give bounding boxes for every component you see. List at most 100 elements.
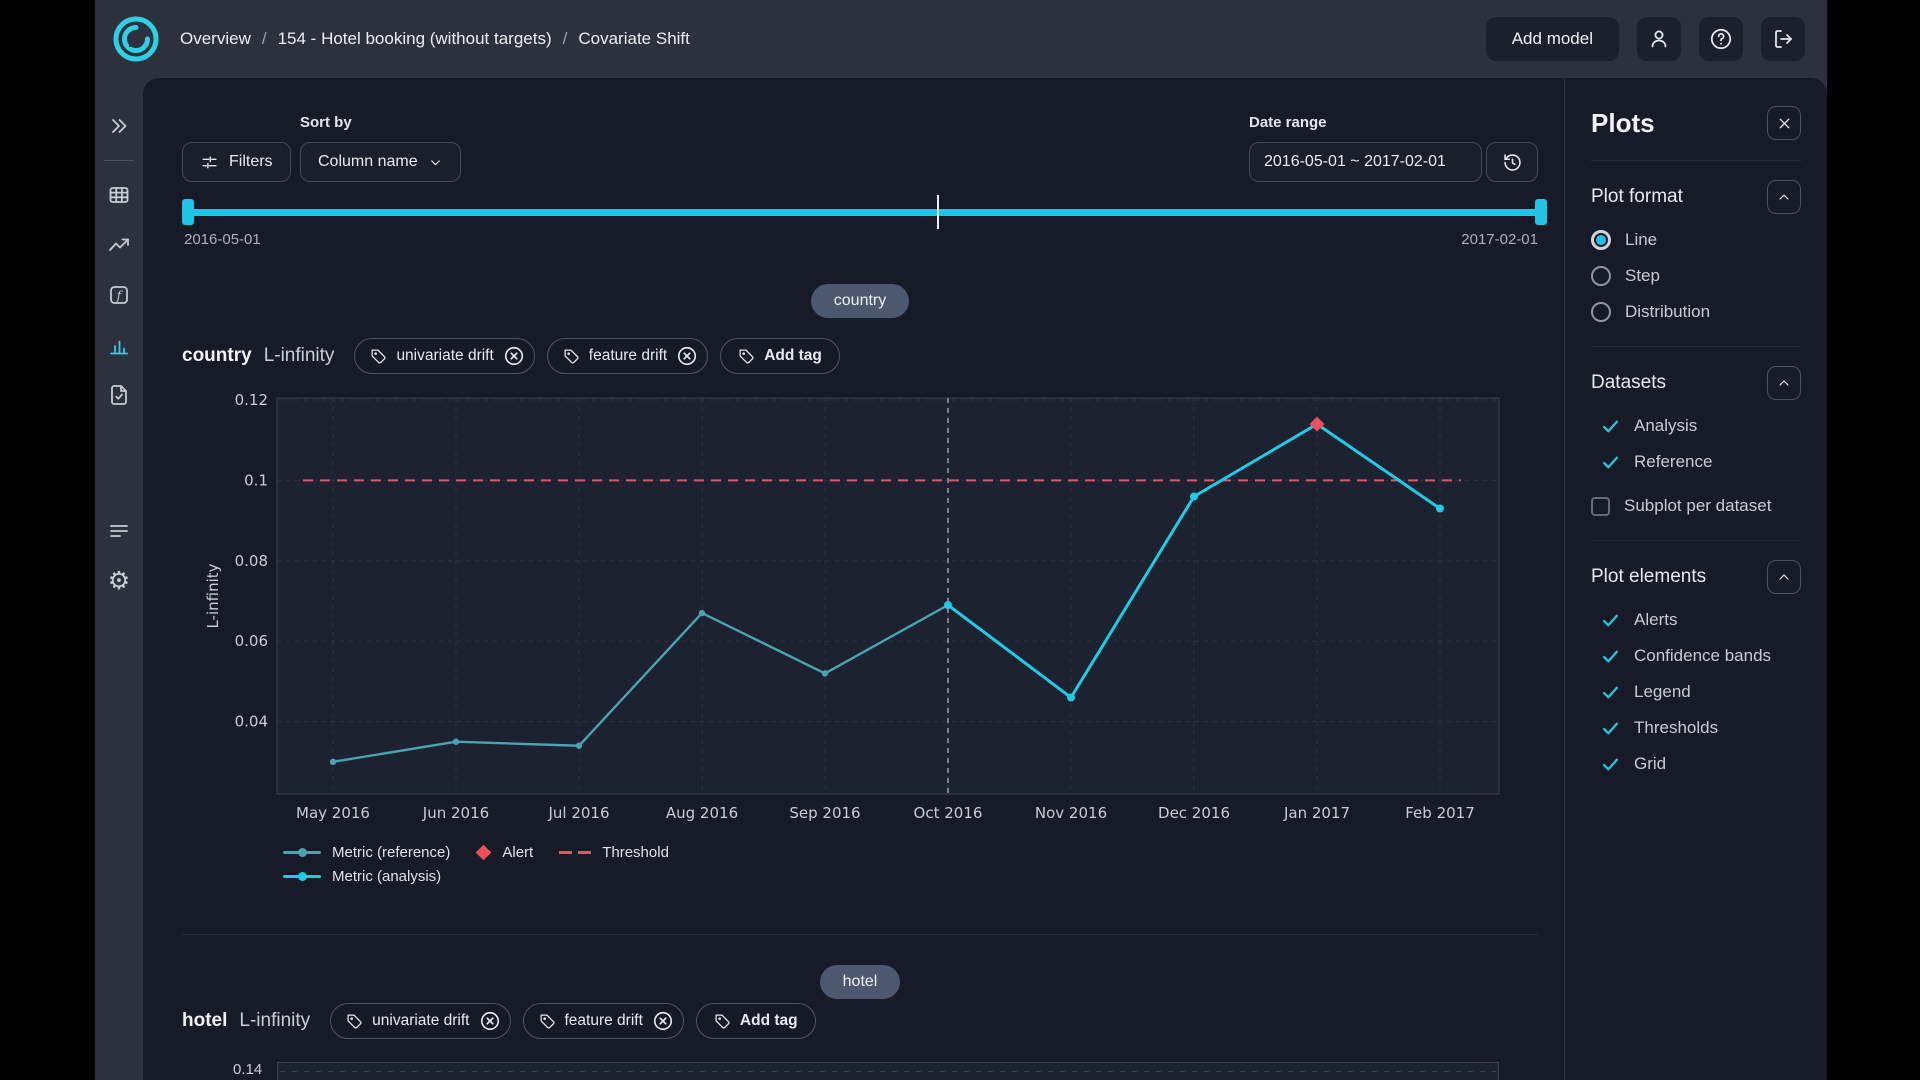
menu-icon [107, 519, 131, 543]
collapse-plot-format-button[interactable] [1767, 180, 1801, 214]
sidebar-item-concept-drift[interactable]: f [99, 275, 139, 315]
column-chip-country[interactable]: country [811, 284, 909, 318]
sidebar-item-covariate-shift[interactable] [99, 325, 139, 365]
user-icon [1647, 27, 1671, 51]
breadcrumb-overview[interactable]: Overview [180, 29, 251, 49]
toggle-thresholds[interactable]: Thresholds [1601, 718, 1801, 738]
add-model-button[interactable]: Add model [1486, 17, 1619, 61]
sidebar-item-settings[interactable]: ⚙ [99, 561, 139, 601]
tag-label: univariate drift [396, 347, 493, 365]
date-range-input[interactable] [1249, 142, 1482, 182]
sort-by-dropdown[interactable]: Column name [300, 142, 461, 182]
tag-icon [370, 348, 387, 365]
radio-selected-icon[interactable] [1591, 230, 1611, 250]
check-icon [1601, 417, 1620, 436]
add-tag-button[interactable]: Add tag [720, 338, 840, 374]
breadcrumb-model[interactable]: 154 - Hotel booking (without targets) [278, 29, 552, 49]
collapse-plot-elements-button[interactable] [1767, 560, 1801, 594]
reset-date-range-button[interactable] [1486, 142, 1538, 182]
timeline-handle-end[interactable] [1535, 199, 1547, 225]
tag-label: feature drift [565, 1012, 643, 1030]
file-check-icon [107, 383, 131, 407]
timeline-start-label: 2016-05-01 [184, 231, 261, 248]
chevron-up-icon [1776, 375, 1792, 391]
radio-step[interactable]: Step [1591, 266, 1801, 286]
tag-feature-drift: feature drift [547, 338, 708, 374]
chevron-up-icon [1776, 189, 1792, 205]
remove-tag-icon[interactable] [503, 345, 525, 367]
toggle-analysis[interactable]: Analysis [1601, 416, 1801, 436]
help-icon [1709, 27, 1733, 51]
remove-tag-icon[interactable] [652, 1010, 674, 1032]
timeline-slider[interactable] [184, 209, 1545, 216]
history-clock-icon [1502, 152, 1523, 173]
filters-button[interactable]: Filters [182, 142, 291, 182]
user-account-button[interactable] [1637, 17, 1681, 61]
chevron-down-icon [428, 155, 443, 170]
tag-label: univariate drift [372, 1012, 469, 1030]
sidebar-item-data-quality[interactable] [99, 375, 139, 415]
breadcrumb-separator: / [262, 29, 267, 49]
left-sidebar: f ⚙ [95, 78, 143, 1080]
toggle-confidence-bands[interactable]: Confidence bands [1601, 646, 1801, 666]
radio-line[interactable]: Line [1591, 230, 1801, 250]
hotel-drift-chart-partial[interactable]: 0.14 [182, 1055, 1538, 1080]
hotel-chart-plot-area [277, 1062, 1499, 1080]
sort-by-value: Column name [318, 153, 418, 171]
timeline-cursor[interactable] [937, 195, 939, 229]
toggle-grid[interactable]: Grid [1601, 754, 1801, 774]
collapse-datasets-button[interactable] [1767, 366, 1801, 400]
sidebar-item-logs[interactable] [99, 511, 139, 551]
legend-metric-reference: Metric (reference) [283, 844, 450, 861]
svg-text:Jun 2016: Jun 2016 [422, 804, 489, 822]
close-panel-button[interactable] [1767, 106, 1801, 140]
panel-divider [1591, 346, 1801, 347]
svg-text:Jan 2017: Jan 2017 [1283, 804, 1350, 822]
close-icon [1776, 115, 1793, 132]
tag-icon [539, 1013, 556, 1030]
column-chip-hotel[interactable]: hotel [820, 965, 901, 999]
threshold-dash-swatch [559, 851, 591, 854]
svg-text:0.06: 0.06 [235, 632, 268, 650]
tag-icon [346, 1013, 363, 1030]
svg-text:Nov 2016: Nov 2016 [1035, 804, 1107, 822]
toggle-alerts[interactable]: Alerts [1601, 610, 1801, 630]
radio-icon[interactable] [1591, 302, 1611, 322]
app-window: Overview / 154 - Hotel booking (without … [95, 0, 1827, 1080]
plot-format-title: Plot format [1591, 186, 1683, 208]
toggle-reference[interactable]: Reference [1601, 452, 1801, 472]
country-pill-row: country [182, 284, 1538, 318]
radio-icon[interactable] [1591, 266, 1611, 286]
filters-label: Filters [229, 153, 273, 171]
function-icon: f [107, 283, 131, 307]
subplot-per-dataset-option[interactable]: Subplot per dataset [1591, 496, 1801, 516]
tag-label: feature drift [589, 347, 667, 365]
remove-tag-icon[interactable] [479, 1010, 501, 1032]
logout-button[interactable] [1761, 17, 1805, 61]
trending-up-icon [107, 233, 131, 257]
sidebar-item-data[interactable] [99, 175, 139, 215]
date-range-label: Date range [1249, 114, 1327, 131]
help-button[interactable] [1699, 17, 1743, 61]
add-tag-button[interactable]: Add tag [696, 1003, 816, 1039]
toggle-legend[interactable]: Legend [1601, 682, 1801, 702]
remove-tag-icon[interactable] [676, 345, 698, 367]
timeline-handle-start[interactable] [182, 199, 194, 225]
bar-chart-icon [107, 333, 131, 357]
check-icon [1601, 647, 1620, 666]
line-chart-canvas[interactable]: May 2016Jun 2016Jul 2016Aug 2016Sep 2016… [182, 390, 1542, 822]
gear-icon: ⚙ [108, 569, 130, 594]
sidebar-expand-button[interactable] [99, 106, 139, 146]
tag-icon [714, 1013, 731, 1030]
top-bar: Overview / 154 - Hotel booking (without … [95, 0, 1827, 78]
legend-alert: Alert [476, 844, 533, 861]
sidebar-item-performance[interactable] [99, 225, 139, 265]
svg-text:0.1: 0.1 [244, 471, 268, 489]
svg-text:Jul 2016: Jul 2016 [547, 804, 609, 822]
tag-icon [563, 348, 580, 365]
tag-list: univariate drift feature drift [354, 338, 839, 374]
radio-distribution[interactable]: Distribution [1591, 302, 1801, 322]
country-drift-chart[interactable]: May 2016Jun 2016Jul 2016Aug 2016Sep 2016… [182, 390, 1542, 822]
analysis-line-swatch [283, 875, 321, 878]
checkbox-unchecked-icon[interactable] [1591, 497, 1610, 516]
